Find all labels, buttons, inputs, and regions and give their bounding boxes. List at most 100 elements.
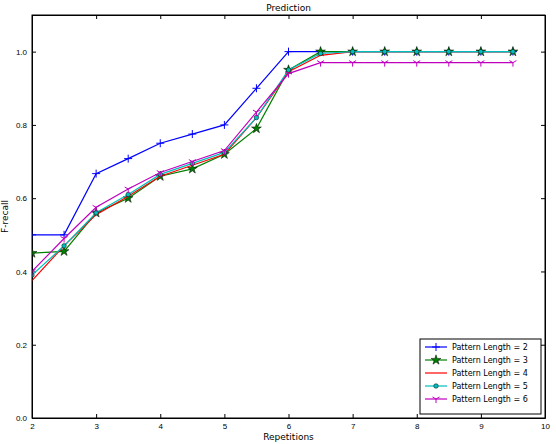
tick-mark	[417, 414, 418, 418]
tick	[541, 52, 545, 53]
tick: 0.8	[16, 121, 36, 130]
tick-label: 6	[287, 422, 292, 431]
legend-entry: Pattern Length = 3	[425, 355, 528, 365]
legend: Pattern Length = 2 Pattern Length = 3 Patt…	[420, 339, 541, 414]
marker	[60, 231, 68, 239]
legend-label: Pattern Length = 2	[452, 343, 528, 352]
tick: 0.2	[16, 341, 36, 350]
marker	[221, 149, 228, 155]
marker	[188, 130, 196, 138]
marker	[286, 68, 291, 73]
marker	[381, 61, 388, 67]
marker	[253, 110, 260, 116]
legend-swatch	[425, 372, 447, 373]
line	[32, 52, 513, 235]
tick	[96, 15, 97, 19]
tick-mark	[541, 271, 545, 272]
tick	[224, 15, 225, 19]
plot: 23456789100.00.20.40.60.81.0Pattern Leng…	[16, 15, 551, 431]
tick-mark	[541, 198, 545, 199]
marker	[92, 170, 100, 178]
legend-box	[420, 339, 541, 414]
tick: 4	[159, 414, 164, 431]
data-area	[32, 46, 518, 280]
tick-label: 2	[30, 422, 35, 431]
marker	[382, 49, 387, 54]
tick-mark	[160, 414, 161, 418]
tick-label: 5	[223, 422, 228, 431]
tick: 6	[287, 414, 292, 431]
series	[32, 61, 516, 276]
tick-mark	[353, 15, 354, 19]
tick	[353, 15, 354, 19]
tick: 9	[479, 414, 484, 431]
marker	[32, 231, 36, 239]
marker	[413, 61, 420, 67]
marker	[125, 187, 132, 193]
legend-marker	[434, 384, 439, 389]
marker	[93, 205, 100, 211]
y-axis-title: F-recall	[0, 200, 10, 233]
tick: 7	[351, 414, 356, 431]
tick: 0.4	[16, 268, 36, 277]
series	[32, 46, 518, 257]
tick: 1.0	[16, 48, 36, 57]
legend-marker	[433, 397, 440, 403]
marker	[511, 49, 516, 54]
marker	[189, 160, 196, 166]
tick	[541, 271, 545, 272]
legend-entry: Pattern Length = 5	[425, 382, 528, 391]
legend-label: Pattern Length = 3	[452, 356, 528, 365]
line	[32, 63, 513, 272]
tick	[417, 15, 418, 19]
tick-mark	[160, 15, 161, 19]
legend-entry: Pattern Length = 2	[425, 343, 528, 352]
tick-label: 0.4	[16, 268, 28, 277]
marker	[477, 61, 484, 67]
tick-mark	[481, 15, 482, 19]
marker	[32, 269, 36, 275]
marker	[414, 49, 419, 54]
tick-mark	[481, 414, 482, 418]
tick	[541, 198, 545, 199]
tick-mark	[353, 414, 354, 418]
tick-mark	[32, 198, 36, 199]
tick: 8	[415, 414, 420, 431]
marker	[349, 61, 356, 67]
tick-mark	[96, 15, 97, 19]
x-axis-top	[33, 15, 546, 19]
tick-mark	[417, 15, 418, 19]
legend-entry: Pattern Length = 4	[425, 369, 528, 378]
marker	[318, 51, 323, 56]
tick-label: 0.0	[16, 414, 28, 423]
tick-label: 8	[415, 422, 420, 431]
tick-label: 0.8	[16, 121, 28, 130]
tick-label: 1.0	[16, 48, 28, 57]
plot-background	[32, 15, 545, 418]
marker	[350, 49, 355, 54]
legend-marker	[432, 343, 440, 351]
tick-label: 0.6	[16, 194, 28, 203]
legend-label: Pattern Length = 6	[452, 395, 528, 404]
tick	[481, 15, 482, 19]
tick	[541, 345, 545, 346]
marker	[479, 49, 484, 54]
tick-label: 9	[479, 422, 484, 431]
marker	[61, 236, 68, 242]
marker	[509, 61, 516, 67]
tick-mark	[32, 52, 36, 53]
tick-mark	[32, 345, 36, 346]
tick	[289, 15, 290, 19]
marker	[32, 248, 37, 257]
tick-mark	[224, 414, 225, 418]
tick	[160, 15, 161, 19]
legend-label: Pattern Length = 4	[452, 369, 528, 378]
legend-label: Pattern Length = 5	[452, 382, 528, 391]
tick: 0.6	[16, 194, 36, 203]
legend-marker	[431, 355, 441, 364]
marker	[317, 61, 324, 67]
tick-mark	[289, 15, 290, 19]
legend-entry: Pattern Length = 6	[425, 395, 528, 404]
marker	[124, 155, 132, 163]
marker	[156, 139, 164, 147]
